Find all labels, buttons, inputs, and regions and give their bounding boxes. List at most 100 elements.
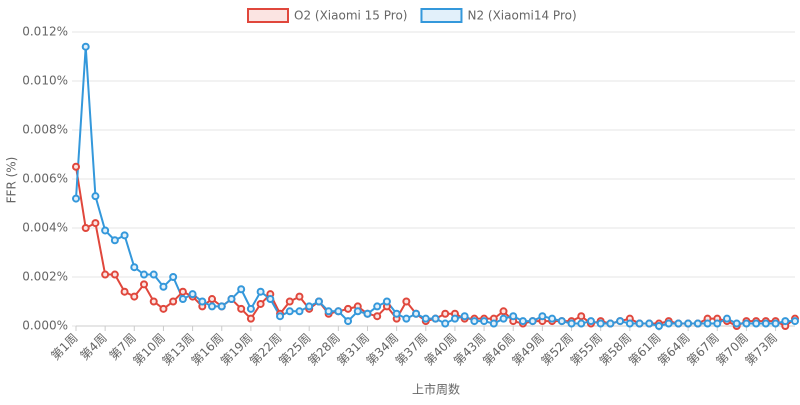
data-point [334,307,343,316]
data-point [742,319,751,328]
data-point [693,319,702,328]
data-point [159,304,168,313]
data-point [402,314,411,323]
data-point [159,282,168,291]
y-tick-label: 0.000% [22,319,68,333]
data-point [625,319,634,328]
data-point [217,302,226,311]
data-point [722,314,731,323]
data-point [732,319,741,328]
data-point [140,280,149,289]
data-point [81,224,90,232]
data-point [149,270,158,279]
data-point [178,295,187,304]
data-point [81,42,90,51]
data-point [344,304,353,313]
data-point [256,287,265,296]
data-point [528,317,537,326]
data-point [480,317,489,326]
data-point [276,312,285,321]
data-point [227,295,236,304]
y-tick-label: 0.006% [22,172,68,186]
data-point [499,314,508,323]
data-point [140,270,149,279]
legend-label: N2 (Xiaomi14 Pro) [467,9,576,23]
data-point [421,314,430,323]
data-point [761,319,770,328]
data-point [606,319,615,328]
data-point [596,319,605,328]
data-point [101,270,110,279]
data-point [412,309,421,318]
data-point [713,319,722,328]
data-point [586,317,595,326]
data-point [441,309,450,318]
x-tick-label: 第73周 [742,331,780,369]
data-point [324,307,333,316]
data-point [198,297,207,306]
data-point [382,297,391,306]
data-point [188,290,197,299]
y-tick-label: 0.010% [22,74,68,88]
series-line [75,46,795,328]
data-point [470,317,479,326]
data-point [392,309,401,318]
data-point [538,312,547,321]
data-point [72,162,80,171]
data-point [489,319,498,328]
data-point [237,304,246,313]
data-point [208,295,217,304]
data-point [752,319,761,328]
data-point [120,231,129,240]
data-point [353,307,362,316]
data-point [635,319,644,328]
data-point [363,309,372,318]
data-point [305,302,314,311]
y-tick-label: 0.004% [22,221,68,235]
data-point [450,314,459,323]
y-axis-title: FFR (%) [5,157,19,204]
data-point [645,319,654,328]
data-point [460,312,469,321]
data-point [344,317,353,326]
data-point [654,322,663,330]
data-point [91,219,100,228]
data-point [285,307,294,316]
data-point [518,317,527,326]
data-point [120,287,129,296]
x-tick-label: 第1周 [48,331,80,363]
data-point [208,302,217,311]
data-point [771,319,780,328]
data-point [703,319,712,328]
data-point [781,317,790,326]
legend-swatch [247,8,289,23]
data-point [373,302,382,311]
data-point [285,297,294,306]
data-point [373,312,382,321]
data-point [149,297,158,306]
data-point [509,312,518,321]
data-point [684,319,693,328]
y-tick-label: 0.012% [22,25,68,39]
data-point [674,319,683,328]
data-point [130,292,139,301]
data-point [664,319,673,328]
data-point [577,312,586,321]
data-point [402,297,411,306]
data-point [110,270,119,279]
data-point [178,287,187,296]
x-tick-label: 第4周 [77,331,109,363]
y-tick-label: 0.002% [22,270,68,284]
data-point [499,307,508,316]
data-point [548,314,557,323]
data-point [101,226,110,235]
data-point [256,299,265,308]
data-point [169,297,178,306]
x-axis-title: 上市周数 [412,382,460,397]
data-point [441,319,450,328]
data-point [295,307,304,316]
legend-label: O2 (Xiaomi 15 Pro) [294,9,407,23]
data-point [72,194,80,203]
data-point [169,273,178,281]
